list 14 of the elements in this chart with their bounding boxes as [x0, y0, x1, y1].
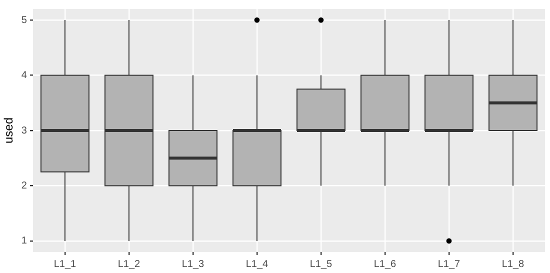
x-tick-label: L1_4: [246, 258, 269, 270]
y-tick-label: 4: [21, 70, 28, 82]
y-tick-label: 5: [21, 14, 28, 26]
y-tick-label: 1: [21, 236, 28, 247]
y-tick-label: 3: [21, 125, 28, 136]
y-tick-label: 2: [21, 180, 28, 192]
y-axis-title: used: [2, 117, 16, 144]
x-tick-label: L1_2: [118, 258, 141, 270]
x-tick-label: L1_7: [438, 258, 461, 270]
x-tick-label: L1_5: [310, 258, 333, 270]
x-tick-label: L1_3: [182, 258, 205, 270]
x-tick-label: L1_6: [374, 258, 397, 270]
x-tick-label: L1_8: [502, 258, 525, 270]
x-tick-label: L1_1: [54, 258, 77, 270]
